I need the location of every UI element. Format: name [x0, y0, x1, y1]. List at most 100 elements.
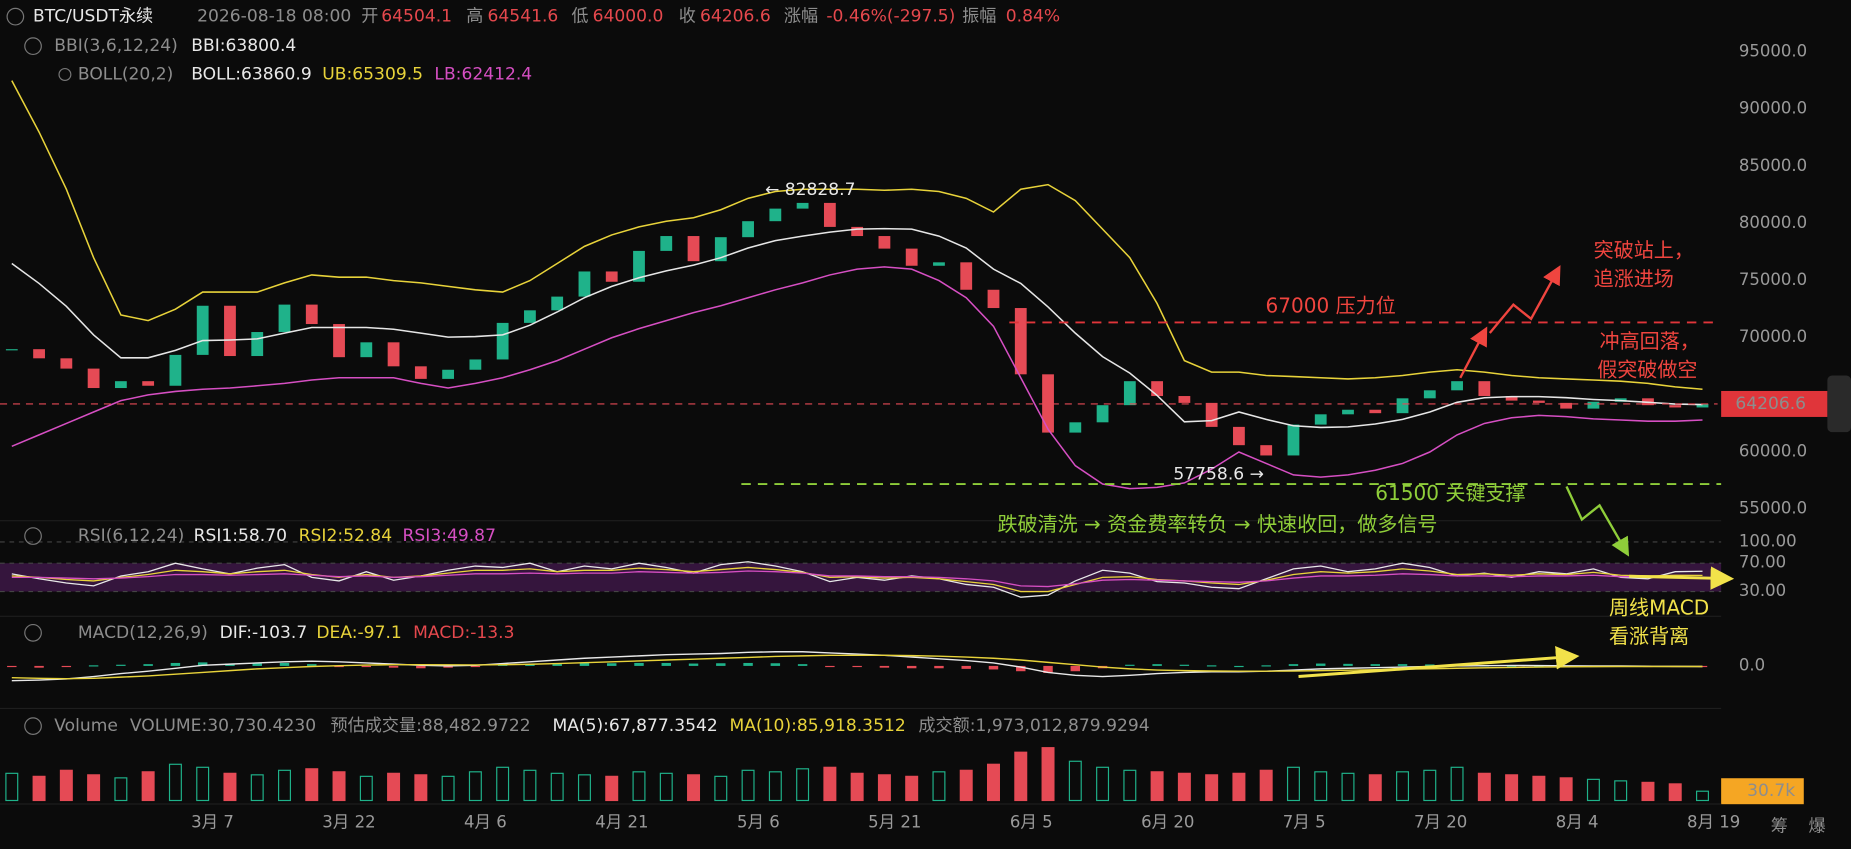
candle: [496, 322, 509, 360]
macd-bar: [961, 665, 971, 669]
label: 开: [361, 7, 378, 27]
collapse-icon[interactable]: [24, 717, 42, 735]
candle: [796, 202, 809, 209]
volume-bar: [1368, 774, 1382, 802]
y-tick-label: 0.0: [1739, 655, 1765, 674]
series-line: [11, 561, 1703, 598]
side-tab[interactable]: [1827, 375, 1851, 433]
candle: [333, 324, 345, 358]
volume-bar: [1668, 783, 1682, 802]
volume-bar: [1641, 781, 1655, 802]
x-tick-label: 6月 20: [1141, 812, 1194, 831]
macd-bar: [1316, 663, 1326, 666]
alert-icon[interactable]: [58, 67, 72, 81]
macd-bar: [688, 663, 699, 666]
candle: [251, 332, 264, 357]
annotation: 冲高回落，: [1600, 329, 1700, 353]
volume-bar: [1259, 769, 1273, 802]
volume-tag: [1721, 778, 1804, 805]
candle: [660, 236, 673, 251]
symbol: BTC/USDT永续: [33, 7, 153, 27]
label: 振幅: [962, 7, 996, 27]
macd-bar: [607, 663, 617, 666]
x-tick-label: 4月 21: [595, 812, 648, 831]
volume-bar: [468, 771, 482, 802]
candle: [1342, 409, 1354, 415]
macd-bar: [1288, 664, 1299, 666]
y-tick-label: 60000.0: [1739, 442, 1807, 461]
label: 高: [466, 7, 483, 27]
macd-bar: [197, 662, 208, 666]
macd-bar: [252, 663, 262, 666]
x-tick-label: 3月 7: [191, 812, 234, 831]
collapse-icon[interactable]: [24, 37, 42, 56]
candle: [1042, 374, 1054, 433]
value: -0.46%(-297.5): [826, 7, 955, 27]
candle: [1587, 401, 1600, 409]
candle: [1123, 381, 1136, 406]
candle: [1096, 405, 1109, 423]
candle: [578, 271, 591, 297]
macd-bar: [906, 665, 917, 669]
collapse-icon[interactable]: [24, 527, 42, 545]
series-line: [11, 80, 1703, 390]
volume-bar: [1341, 772, 1355, 802]
indicator-value: DIF:-103.7: [220, 623, 308, 643]
volume-bar: [1286, 766, 1300, 802]
macd-bar: [307, 664, 317, 666]
candle: [1233, 426, 1245, 446]
volume-bar: [1423, 769, 1437, 802]
volume-bar: [714, 775, 728, 802]
volume-bar: [1205, 774, 1219, 802]
volume-bar: [687, 774, 701, 802]
candle: [5, 349, 18, 351]
indicator-value: RSI2:52.84: [299, 526, 392, 546]
high-label: ← 82828.7: [765, 180, 856, 200]
candle: [87, 368, 100, 389]
volume-bar: [1505, 774, 1519, 802]
y-tick-label: 75000.0: [1739, 270, 1807, 289]
label: 低: [571, 7, 588, 27]
series-line: [11, 570, 1703, 588]
candle: [387, 342, 400, 367]
candle: [1423, 390, 1436, 399]
candle: [33, 349, 45, 359]
candle: [142, 381, 155, 386]
candle: [1205, 402, 1218, 427]
macd-bar: [334, 665, 344, 668]
volume-bar: [32, 775, 46, 802]
macd-bar: [716, 663, 726, 666]
volume-bar: [250, 774, 264, 802]
macd-bar: [361, 665, 372, 668]
macd-bar: [852, 665, 862, 668]
low-label: 57758.6 →: [1173, 465, 1264, 485]
candle: [987, 289, 1000, 309]
volume-bar: [1450, 766, 1464, 802]
value: 64000.0: [593, 7, 664, 27]
value: 64541.6: [488, 7, 559, 27]
indicator-value: MA(10):85,918.3512: [730, 716, 906, 736]
candle: [1287, 424, 1300, 456]
macd-bar: [1125, 664, 1135, 666]
collapse-icon[interactable]: [24, 624, 42, 642]
side-button[interactable]: 筹: [1771, 816, 1788, 836]
side-button[interactable]: 爆: [1809, 816, 1826, 836]
x-tick-label: 7月 20: [1414, 812, 1467, 831]
macd-bar: [1370, 664, 1380, 666]
annotation: 61500 关键支撑: [1375, 481, 1525, 505]
label: 涨幅: [784, 7, 818, 27]
candle: [1014, 308, 1027, 375]
macd-bar: [7, 665, 17, 668]
value: 64206.6: [700, 7, 771, 27]
x-tick-label: 8月 19: [1687, 812, 1740, 831]
indicator-name: BBI(3,6,12,24): [54, 36, 178, 56]
collapse-icon[interactable]: [6, 7, 25, 26]
macd-bar: [1152, 664, 1162, 666]
volume-bar: [523, 769, 537, 802]
y-tick-label: 55000.0: [1739, 499, 1807, 518]
candle: [605, 271, 618, 282]
volume-bar: [496, 766, 510, 802]
volume-bar: [1477, 772, 1491, 802]
annotation: 67000 压力位: [1265, 294, 1395, 318]
